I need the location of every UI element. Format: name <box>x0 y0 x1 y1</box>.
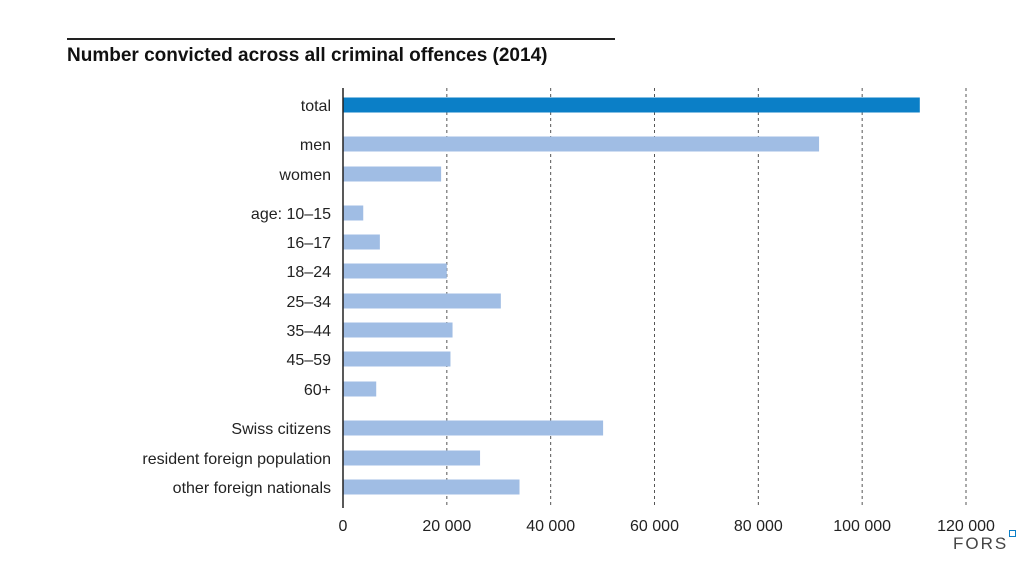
title-rule <box>67 38 615 40</box>
bar <box>343 166 442 182</box>
x-tick-label: 20 000 <box>422 518 471 535</box>
bar <box>343 293 501 309</box>
x-tick-label: 40 000 <box>526 518 575 535</box>
category-label: Swiss citizens <box>231 421 331 438</box>
x-tick-label: 100 000 <box>833 518 891 535</box>
category-label: other foreign nationals <box>173 480 331 497</box>
x-tick-label: 80 000 <box>734 518 783 535</box>
chart-title: Number convicted across all criminal off… <box>67 45 548 66</box>
bar <box>343 205 364 221</box>
category-label: 60+ <box>304 382 331 399</box>
x-tick-label: 0 <box>339 518 348 535</box>
category-label: age: 10–15 <box>251 206 331 223</box>
category-label: 45–59 <box>287 352 332 369</box>
bar <box>343 322 453 338</box>
category-label: total <box>301 98 331 115</box>
category-label: resident foreign population <box>142 451 331 468</box>
logo-square-icon <box>1009 530 1016 537</box>
category-label: 25–34 <box>287 294 332 311</box>
category-label: men <box>300 137 331 154</box>
bar <box>343 479 520 495</box>
bar <box>343 420 604 436</box>
x-tick-label: 60 000 <box>630 518 679 535</box>
bar <box>343 234 380 250</box>
bar <box>343 263 447 279</box>
fors-logo: FORS <box>953 534 1009 553</box>
bar <box>343 450 481 466</box>
category-label: 18–24 <box>287 264 332 281</box>
bar <box>343 136 820 152</box>
bar <box>343 97 920 113</box>
category-label: 16–17 <box>287 235 332 252</box>
bar <box>343 381 377 397</box>
bar <box>343 351 451 367</box>
x-tick-label: 120 000 <box>937 518 995 535</box>
category-label: 35–44 <box>287 323 332 340</box>
category-label: women <box>278 167 331 184</box>
